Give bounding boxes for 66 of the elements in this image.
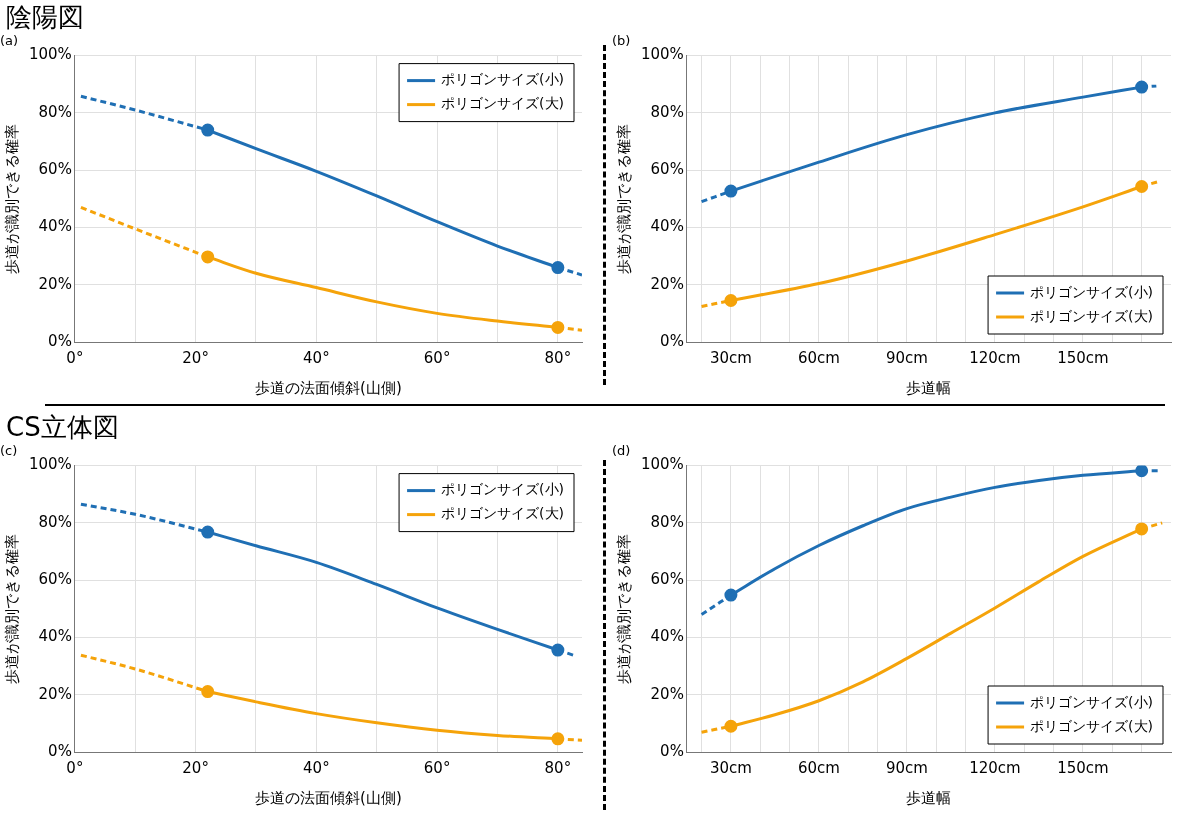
x-tick-label: 20° [182,348,209,367]
y-tick-label: 100% [640,455,684,474]
y-tick-label: 40% [650,627,684,646]
x-tick-label: 60° [423,348,451,367]
x-axis-title: 歩道の法面傾斜(山側) [255,788,402,807]
x-tick-label: 60cm [797,758,840,777]
y-tick-label: 100% [28,455,72,474]
y-axis-title: 歩道が識別できる確率 [614,533,633,684]
legend-label: ポリゴンサイズ(小) [1030,283,1154,300]
y-tick-label: 0% [660,331,684,350]
chart-title: (d) [612,443,631,459]
legend-label: ポリゴンサイズ(大) [441,95,565,112]
legend-label: ポリゴンサイズ(大) [1030,307,1154,324]
x-tick-label: 0° [66,348,84,367]
y-axis-title: 歩道が識別できる確率 [2,533,21,684]
x-tick-label: 20° [182,758,209,777]
y-tick-label: 60% [38,160,72,179]
y-tick-label: 80% [38,102,72,121]
legend-label: ポリゴンサイズ(大) [441,505,565,522]
y-tick-label: 60% [650,160,684,179]
legend-label: ポリゴンサイズ(小) [1030,693,1154,710]
chart-title: (b) [612,33,631,49]
x-tick-label: 120cm [969,348,1021,367]
x-tick-label: 0° [66,758,84,777]
y-tick-label: 0% [48,741,72,760]
y-axis-title: 歩道が識別できる確率 [614,123,633,274]
y-tick-label: 100% [640,45,684,64]
y-tick-label: 60% [38,570,72,589]
y-tick-label: 20% [38,274,72,293]
x-tick-label: 60cm [797,348,840,367]
legend-label: ポリゴンサイズ(小) [441,71,565,88]
x-tick-label: 120cm [969,758,1021,777]
x-tick-label: 40° [303,348,330,367]
y-tick-label: 0% [660,741,684,760]
y-tick-label: 60% [650,570,684,589]
x-tick-label: 60° [423,758,451,777]
y-tick-label: 80% [650,512,684,531]
y-tick-label: 80% [38,512,72,531]
x-tick-label: 90cm [885,758,928,777]
x-tick-label: 90cm [885,348,928,367]
text: CS立体図 [6,412,119,442]
chart-title: (a) [0,33,19,49]
x-axis-title: 歩道の法面傾斜(山側) [255,378,402,397]
y-tick-label: 0% [48,331,72,350]
x-tick-label: 80° [544,348,572,367]
x-axis-title: 歩道幅 [906,378,952,397]
x-tick-label: 80° [544,758,572,777]
x-tick-label: 30cm [709,348,752,367]
y-tick-label: 40% [38,217,72,236]
x-tick-label: 30cm [709,758,752,777]
x-tick-label: 40° [303,758,330,777]
y-tick-label: 20% [38,684,72,703]
y-tick-label: 100% [28,45,72,64]
x-tick-label: 150cm [1057,758,1109,777]
y-tick-label: 80% [650,102,684,121]
x-axis-title: 歩道幅 [906,788,952,807]
y-tick-label: 40% [38,627,72,646]
y-tick-label: 20% [650,274,684,293]
chart-title: (c) [0,443,18,459]
y-axis-title: 歩道が識別できる確率 [2,123,21,274]
x-tick-label: 150cm [1057,348,1109,367]
y-tick-label: 40% [650,217,684,236]
legend-label: ポリゴンサイズ(小) [441,481,565,498]
legend-label: ポリゴンサイズ(大) [1030,717,1154,734]
text: 陰陽図 [6,2,84,32]
y-tick-label: 20% [650,684,684,703]
